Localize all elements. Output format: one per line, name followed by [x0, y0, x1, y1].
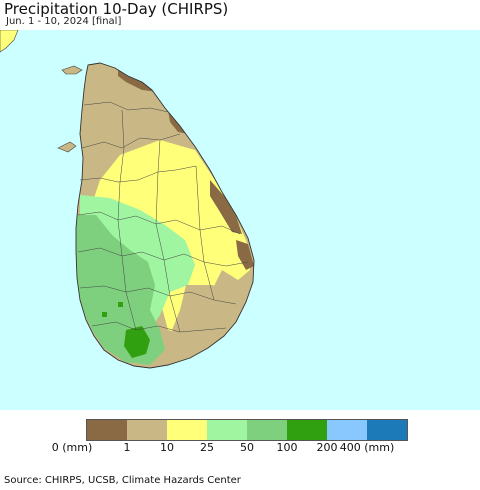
legend-swatch: [327, 420, 367, 440]
sri-lanka-outline: [75, 62, 255, 369]
legend-swatch: [287, 420, 327, 440]
precipitation-map: [0, 30, 480, 410]
legend-swatch: [87, 420, 127, 440]
india-landmass: [0, 30, 19, 53]
map-subtitle: Jun. 1 - 10, 2024 [final]: [6, 16, 122, 27]
legend-swatch: [247, 420, 287, 440]
legend-label: 25: [200, 441, 214, 454]
ocean-area: [0, 30, 480, 410]
legend-label: 10: [160, 441, 174, 454]
legend-swatch: [207, 420, 247, 440]
jaffna-islands: [61, 65, 83, 75]
legend-color-bar: [86, 419, 408, 441]
source-credit: Source: CHIRPS, UCSB, Climate Hazards Ce…: [4, 475, 241, 486]
legend-labels: 0 (mm) 1 10 25 50 100 200 400 (mm): [0, 441, 480, 457]
legend-swatch: [127, 420, 167, 440]
legend-label: 400 (mm): [339, 441, 395, 454]
legend-swatch: [167, 420, 207, 440]
legend-label: 0 (mm): [51, 441, 93, 454]
legend-label: 1: [123, 441, 131, 454]
legend-swatch: [367, 420, 407, 440]
legend-label: 50: [240, 441, 254, 454]
legend-label: 100: [276, 441, 298, 454]
district-boundaries: [77, 101, 249, 333]
legend-label: 200: [316, 441, 338, 454]
map-title: Precipitation 10-Day (CHIRPS): [4, 0, 229, 18]
mannar-island: [57, 141, 77, 153]
